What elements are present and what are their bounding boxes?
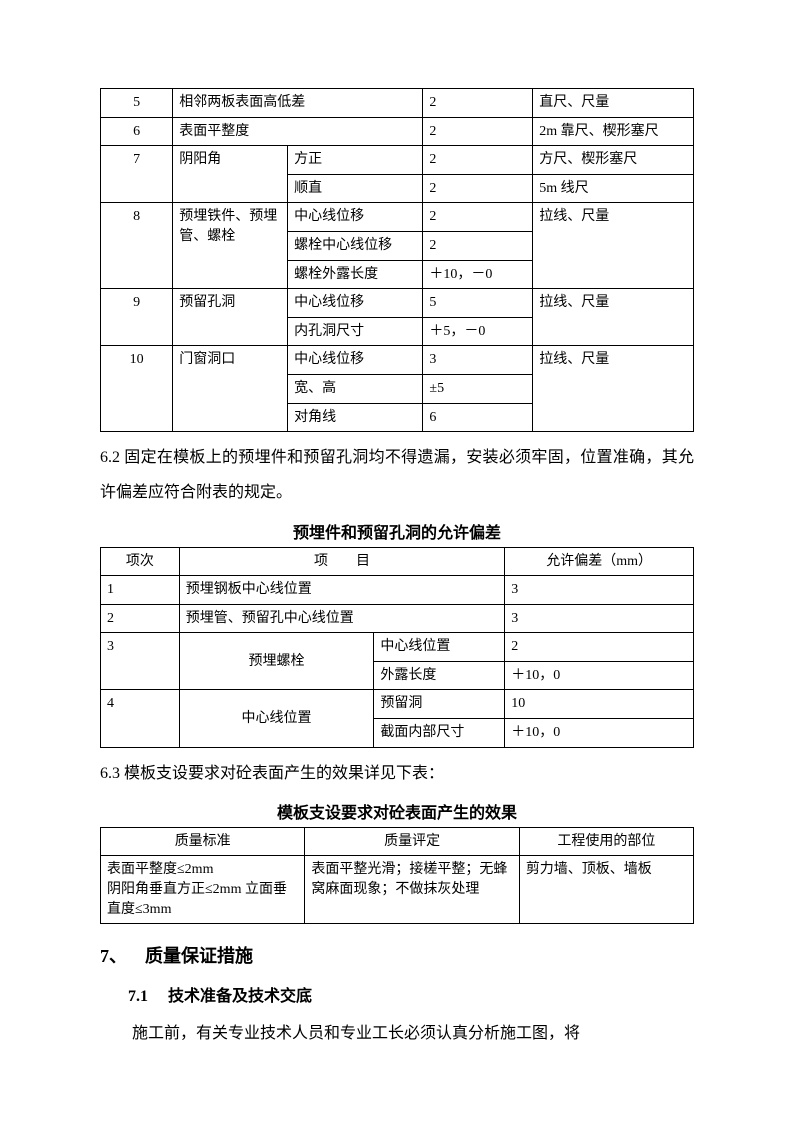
table-row: 2预埋管、预留孔中心线位置3: [101, 604, 694, 633]
table-row: 7阴阳角方正2方尺、楔形塞尺: [101, 146, 694, 175]
cell: 2: [423, 174, 533, 203]
cell: 预埋铁件、预埋管、螺栓: [173, 203, 288, 289]
cell: 阴阳角: [173, 146, 288, 203]
table-row: 5相邻两板表面高低差2直尺、尺量: [101, 89, 694, 118]
cell: 9: [101, 289, 173, 346]
cell: 2m 靠尺、楔形塞尺: [533, 117, 694, 146]
cell: 8: [101, 203, 173, 289]
cell: 项 目: [179, 547, 504, 576]
cell: 3: [505, 576, 694, 605]
cell: 中心线位置: [179, 690, 374, 747]
cell: ＋5，－0: [423, 317, 533, 346]
cell: 1: [101, 576, 180, 605]
heading-7-1: 7.1 技术准备及技术交底: [128, 982, 694, 1006]
cell: 预留洞: [374, 690, 505, 719]
table-row: 8预埋铁件、预埋管、螺栓中心线位移2拉线、尺量: [101, 203, 694, 232]
cell: 项次: [101, 547, 180, 576]
table-row: 10门窗洞口中心线位移3拉线、尺量: [101, 346, 694, 375]
cell: 内孔洞尺寸: [288, 317, 423, 346]
cell: 2: [423, 203, 533, 232]
cell: 表面平整度≤2mm 阴阳角垂直方正≤2mm 立面垂直度≤3mm: [101, 856, 305, 924]
heading-7: 7、 质量保证措施: [100, 942, 694, 968]
cell: 拉线、尺量: [533, 203, 694, 289]
cell: 允许偏差（mm）: [505, 547, 694, 576]
cell: ＋10，0: [505, 719, 694, 748]
table-row: 6表面平整度22m 靠尺、楔形塞尺: [101, 117, 694, 146]
cell: 6: [101, 117, 173, 146]
table-2: 项次项 目允许偏差（mm）1预埋钢板中心线位置32预埋管、预留孔中心线位置33预…: [100, 547, 694, 748]
table-row: 9预留孔洞中心线位移5拉线、尺量: [101, 289, 694, 318]
cell: 预埋管、预留孔中心线位置: [179, 604, 504, 633]
cell: 工程使用的部位: [519, 827, 693, 856]
cell: 截面内部尺寸: [374, 719, 505, 748]
cell: 表面平整光滑；接槎平整；无蜂窝麻面现象；不做抹灰处理: [305, 856, 519, 924]
body-text: 施工前，有关专业技术人员和专业工长必须认真分析施工图，将: [100, 1016, 694, 1051]
cell: 4: [101, 690, 180, 747]
cell: 5: [423, 289, 533, 318]
table-3: 质量标准质量评定工程使用的部位表面平整度≤2mm 阴阳角垂直方正≤2mm 立面垂…: [100, 827, 694, 924]
cell: 门窗洞口: [173, 346, 288, 432]
cell: 质量标准: [101, 827, 305, 856]
cell: 6: [423, 403, 533, 432]
cell: 预留孔洞: [173, 289, 288, 346]
cell: ±5: [423, 374, 533, 403]
table-row: 3预埋螺栓中心线位置2: [101, 633, 694, 662]
table-1: 5相邻两板表面高低差2直尺、尺量6表面平整度22m 靠尺、楔形塞尺7阴阳角方正2…: [100, 88, 694, 432]
cell: 3: [423, 346, 533, 375]
cell: 拉线、尺量: [533, 346, 694, 432]
cell: 中心线位移: [288, 346, 423, 375]
para-6-2: 6.2 固定在模板上的预埋件和预留孔洞均不得遗漏，安装必须牢固，位置准确，其允许…: [100, 440, 694, 510]
cell: 5m 线尺: [533, 174, 694, 203]
cell: 3: [505, 604, 694, 633]
cell: 宽、高: [288, 374, 423, 403]
cell: 相邻两板表面高低差: [173, 89, 423, 118]
cell: 预埋钢板中心线位置: [179, 576, 504, 605]
table-header: 项次项 目允许偏差（mm）: [101, 547, 694, 576]
cell: 表面平整度: [173, 117, 423, 146]
cell: 中心线位移: [288, 289, 423, 318]
cell: 剪力墙、顶板、墙板: [519, 856, 693, 924]
cell: 中心线位置: [374, 633, 505, 662]
cell: 螺栓外露长度: [288, 260, 423, 289]
cell: ＋10，－0: [423, 260, 533, 289]
cell: 质量评定: [305, 827, 519, 856]
cell: 中心线位移: [288, 203, 423, 232]
cell: 10: [505, 690, 694, 719]
caption-2: 预埋件和预留孔洞的允许偏差: [100, 519, 694, 543]
cell: 对角线: [288, 403, 423, 432]
cell: 2: [101, 604, 180, 633]
cell: 方正: [288, 146, 423, 175]
cell: 2: [423, 117, 533, 146]
table-row: 4中心线位置预留洞10: [101, 690, 694, 719]
cell: 2: [423, 231, 533, 260]
cell: 3: [101, 633, 180, 690]
table-row: 1预埋钢板中心线位置3: [101, 576, 694, 605]
cell: 拉线、尺量: [533, 289, 694, 346]
cell: 顺直: [288, 174, 423, 203]
cell: 5: [101, 89, 173, 118]
cell: 直尺、尺量: [533, 89, 694, 118]
cell: 2: [423, 89, 533, 118]
cell: 预埋螺栓: [179, 633, 374, 690]
table-header: 质量标准质量评定工程使用的部位: [101, 827, 694, 856]
cell: 外露长度: [374, 661, 505, 690]
table-row: 表面平整度≤2mm 阴阳角垂直方正≤2mm 立面垂直度≤3mm表面平整光滑；接槎…: [101, 856, 694, 924]
cell: ＋10，0: [505, 661, 694, 690]
cell: 10: [101, 346, 173, 432]
cell: 方尺、楔形塞尺: [533, 146, 694, 175]
cell: 螺栓中心线位移: [288, 231, 423, 260]
cell: 2: [423, 146, 533, 175]
cell: 7: [101, 146, 173, 203]
cell: 2: [505, 633, 694, 662]
caption-3: 模板支设要求对砼表面产生的效果: [100, 799, 694, 823]
para-6-3: 6.3 模板支设要求对砼表面产生的效果详见下表：: [100, 756, 694, 791]
